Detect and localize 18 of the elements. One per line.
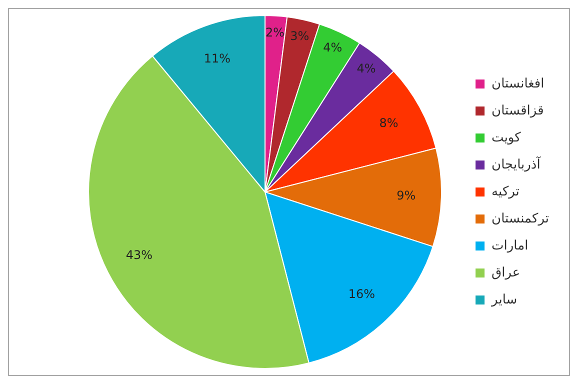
data-label: 4%: [356, 62, 376, 76]
legend-label: آذربایجان: [492, 155, 542, 172]
legend-label: قزاقستان: [492, 103, 544, 118]
legend-label: افغانستان: [492, 76, 544, 92]
legend-label: ترکمنستان: [492, 211, 550, 226]
data-label: 3%: [290, 29, 310, 44]
data-label: 2%: [265, 26, 285, 40]
data-label: 4%: [323, 40, 342, 54]
data-label: 11%: [204, 51, 231, 66]
legend-label: عراق: [492, 265, 520, 280]
legend-label: امارات: [492, 238, 528, 254]
data-label: 9%: [396, 188, 416, 203]
data-label: 8%: [379, 116, 398, 130]
legend-label: ترکیه: [492, 184, 520, 200]
data-label: 16%: [348, 287, 376, 302]
legend-label: سایر: [490, 292, 518, 308]
legend-label: کویت: [492, 130, 522, 146]
data-label: 43%: [126, 248, 153, 262]
